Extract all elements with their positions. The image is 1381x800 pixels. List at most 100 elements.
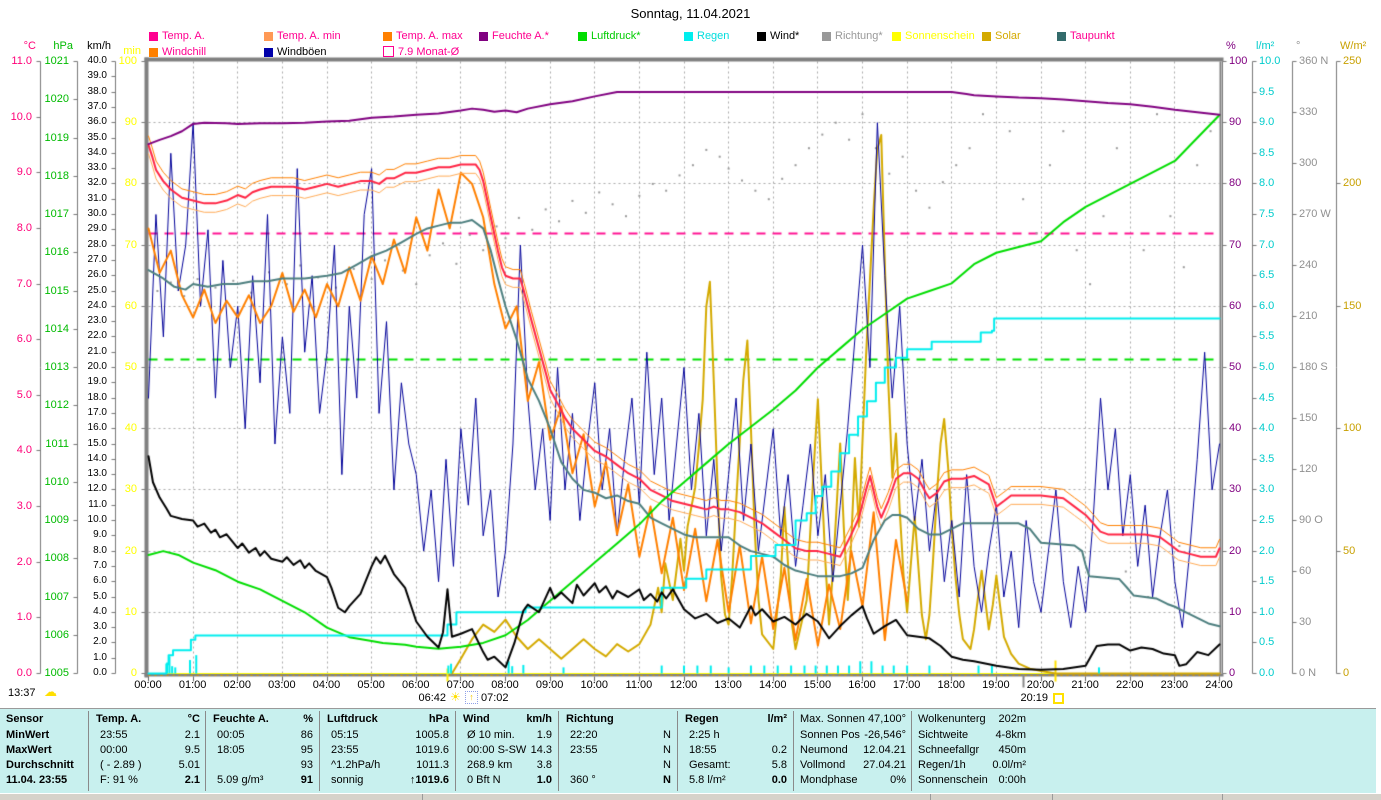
pressure-axis-tick-label: 1007 <box>44 590 69 603</box>
windspeed-axis-tick-label: 8.0 <box>93 544 107 556</box>
temp-axis-tick-label: 7.0 <box>16 277 32 290</box>
windspeed-axis-tick-label: 40.0 <box>87 55 107 66</box>
sonnenschein-legend-swatch <box>892 32 901 41</box>
rain-axis-tick-label: 5.5 <box>1259 330 1275 343</box>
sunshine-axis-tick-label: 80 <box>124 177 137 190</box>
table-cell-value: N <box>663 759 671 771</box>
temp-max-legend-label: Temp. A. max <box>396 30 463 42</box>
temp-axis-tick-label: 0.0 <box>16 667 32 679</box>
table-cell-value: 86 <box>300 729 313 741</box>
legend-item-temp-min: Temp. A. min <box>264 30 341 42</box>
cloud-icon: ☁ <box>44 684 57 699</box>
direction-axis-tick-label: 270 W <box>1299 208 1331 220</box>
sunshine-axis-header: min <box>123 45 141 57</box>
temp-axis-tick-label: 3.0 <box>16 500 32 513</box>
direction-axis-tick-label: 60 <box>1299 565 1312 577</box>
rain-axis-tick-label: 3.0 <box>1259 483 1275 496</box>
table-cell-label: ( - 2.89 ) <box>100 759 142 771</box>
sunshine-axis-tick-label: 0 <box>130 667 137 679</box>
windspeed-axis-tick-label: 11.0 <box>88 498 107 510</box>
windspeed-axis-tick-label: 19.0 <box>87 376 107 388</box>
legend-item-temp-max: Temp. A. max <box>383 30 463 42</box>
direction-axis-tick-label: 210 <box>1299 310 1318 322</box>
pressure-axis-tick-label: 1011 <box>45 437 69 450</box>
solar-axis-tick-label: 200 <box>1343 177 1362 190</box>
windspeed-axis-tick-label: 6.0 <box>93 575 107 587</box>
windspeed-axis-tick-label: 23.0 <box>87 315 107 327</box>
humidity-axis-tick-label: 80 <box>1229 177 1242 190</box>
dawn-time-label: 06:42 <box>418 692 446 704</box>
sunshine-axis-tick-label: 40 <box>124 422 137 435</box>
x-tick-label: 01:00 <box>178 679 207 691</box>
x-tick-label: 13:00 <box>714 679 742 691</box>
rain-axis-tick-label: 4.5 <box>1259 391 1275 404</box>
windspeed-axis-tick-label: 39.0 <box>87 70 107 82</box>
table-col-unit: km/h <box>526 713 552 725</box>
temp-axis-tick-label: 2.0 <box>16 555 32 568</box>
richtung-legend-label: Richtung* <box>835 30 883 42</box>
x-tick-label: 15:00 <box>803 679 832 691</box>
table-col-unit: % <box>303 713 313 725</box>
sunset-square-icon <box>1053 693 1064 704</box>
humidity-axis-tick-label: 70 <box>1229 238 1242 251</box>
windspeed-axis-tick-label: 21.0 <box>87 345 107 357</box>
sunrise-arrow-icon: ↑ <box>465 691 478 704</box>
temp-min-legend-swatch <box>264 32 273 41</box>
legend-item-temp: Temp. A. <box>149 30 205 42</box>
temp-legend-label: Temp. A. <box>162 30 205 42</box>
feuchte-legend-label: Feuchte A.* <box>492 30 549 42</box>
humidity-axis-tick-label: 30 <box>1229 483 1242 496</box>
astro-label: Neumond <box>800 744 848 756</box>
pressure-axis-tick-label: 1006 <box>44 628 69 641</box>
table-cell-label: 5.09 g/m³ <box>217 774 264 786</box>
luftdruck-legend-label: Luftdruck* <box>591 30 641 42</box>
temp-axis-header: °C <box>23 40 36 52</box>
status-divider <box>1222 794 1223 800</box>
extra-label: Schneefallgr <box>918 744 980 756</box>
solar-axis-tick-label: 100 <box>1343 422 1362 435</box>
sun-icon: ☀ <box>450 690 461 704</box>
direction-axis-tick-label: 180 S <box>1299 361 1328 373</box>
table-cell-label: F: 91 % <box>100 774 138 786</box>
table-row-label: Durchschnitt <box>6 759 74 771</box>
page-title: Sonntag, 11.04.2021 <box>630 6 751 21</box>
table-cell-label: 360 ° <box>570 774 596 786</box>
table-separator <box>793 711 794 791</box>
table-separator <box>455 711 456 791</box>
table-cell-value: 5.8 <box>771 759 787 771</box>
astro-value: 0% <box>890 774 906 786</box>
moon-time-label: 13:37 <box>8 687 36 699</box>
direction-axis-header: ° <box>1296 40 1301 52</box>
legend-item-richtung: Richtung* <box>822 30 883 42</box>
extra-value: 450m <box>998 744 1026 756</box>
legend-item-sonnenschein: Sonnenschein <box>892 30 975 42</box>
legend-item-monat: 7.9 Monat-Ø <box>383 46 459 58</box>
solar-legend-swatch <box>982 32 991 41</box>
table-col-unit: l/m² <box>767 713 787 725</box>
direction-axis-tick-label: 330 <box>1299 106 1318 118</box>
table-cell-value: N <box>663 729 671 741</box>
rain-axis-tick-label: 4.0 <box>1259 422 1275 435</box>
windspeed-axis-tick-label: 25.0 <box>87 284 107 296</box>
table-cell-label: 23:55 <box>100 729 128 741</box>
table-cell-label: 23:55 <box>331 744 359 756</box>
table-cell-value: 0.2 <box>771 744 787 756</box>
table-cell-label: 18:55 <box>689 744 717 756</box>
humidity-axis-tick-label: 20 <box>1229 544 1242 557</box>
rain-axis-header: l/m² <box>1256 40 1275 52</box>
temp-axis-tick-label: 11.0 <box>11 55 32 67</box>
table-row-label: Sensor <box>6 713 44 725</box>
windboeen-legend-swatch <box>264 48 273 57</box>
table-separator <box>319 711 320 791</box>
richtung-legend-swatch <box>822 32 831 41</box>
table-col-title: Temp. A. <box>96 713 142 725</box>
rain-axis-tick-label: 10.0 <box>1259 55 1281 67</box>
humidity-axis-tick-label: 50 <box>1229 361 1242 373</box>
pressure-axis-tick-label: 1016 <box>44 246 69 259</box>
legend-item-taupunkt: Taupunkt <box>1057 30 1115 42</box>
table-cell-value: 2.1 <box>184 774 200 786</box>
table-cell-label: 2:25 h <box>689 729 720 741</box>
rain-axis-tick-label: 0.5 <box>1259 636 1275 649</box>
x-tick-label: 17:00 <box>892 679 921 691</box>
x-tick-label: 03:00 <box>268 679 296 691</box>
